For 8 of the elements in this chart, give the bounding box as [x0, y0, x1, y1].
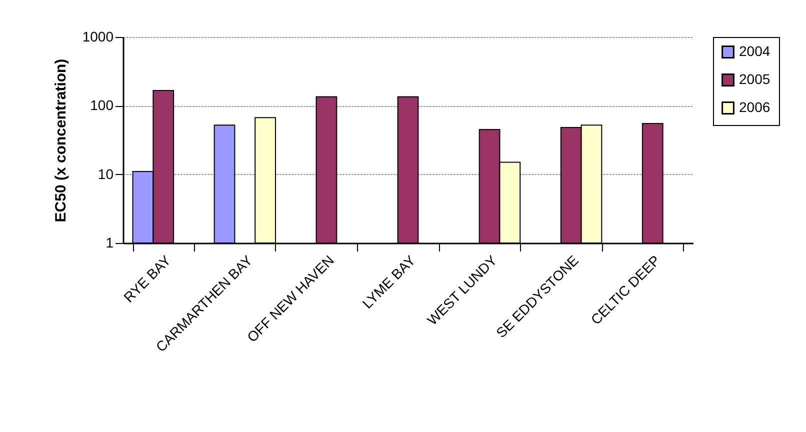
y-tick-label: 1000 [82, 28, 114, 44]
legend-label: 2004 [739, 43, 770, 59]
y-tick-label: 100 [90, 97, 114, 114]
y-tick-label: 10 [98, 166, 114, 182]
legend-label: 2005 [739, 71, 770, 87]
y-tick-label: 1 [106, 234, 114, 250]
legend-label: 2006 [739, 99, 770, 115]
y-axis-title: EC50 (x concentration) [52, 58, 70, 222]
